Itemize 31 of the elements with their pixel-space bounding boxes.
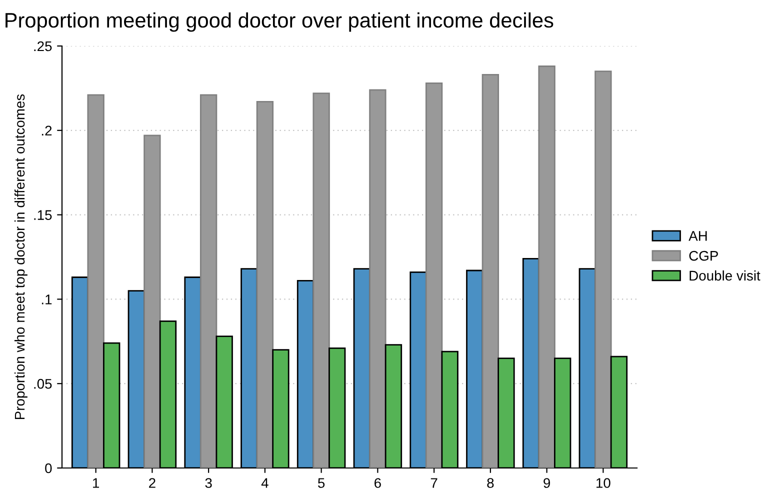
bar bbox=[200, 94, 218, 468]
legend-label: AH bbox=[688, 231, 707, 241]
x-tick-label: 8 bbox=[487, 478, 494, 488]
y-tick-label: .05 bbox=[34, 378, 52, 389]
x-tick-label: 3 bbox=[205, 478, 212, 488]
y-tick-label: .25 bbox=[34, 41, 52, 52]
y-tick-label: .15 bbox=[34, 210, 52, 220]
bar bbox=[87, 94, 104, 468]
y-axis-title: Proportion who meet top doctor in different outcomes bbox=[14, 94, 28, 420]
x-tick-label: 10 bbox=[596, 478, 610, 488]
bar bbox=[425, 82, 443, 468]
bar bbox=[538, 66, 556, 468]
x-tick-label: 6 bbox=[374, 478, 381, 488]
x-tick-label: 2 bbox=[149, 478, 156, 488]
x-tick-label: 7 bbox=[430, 478, 438, 488]
y-tick-label: 0 bbox=[45, 463, 52, 474]
bar bbox=[482, 74, 500, 468]
x-tick-label: 1 bbox=[93, 478, 100, 488]
y-tick-label: .1 bbox=[42, 294, 52, 304]
bar bbox=[312, 92, 330, 468]
x-tick-label: 9 bbox=[544, 478, 550, 488]
chart-title: Proportion meeting good doctor over patient income deciles bbox=[6, 12, 554, 32]
x-tick-label: 5 bbox=[318, 478, 325, 488]
bar bbox=[144, 134, 161, 468]
bar bbox=[256, 101, 274, 468]
legend-label: CGP bbox=[689, 250, 718, 261]
bar bbox=[369, 89, 386, 468]
bar bbox=[594, 70, 612, 468]
y-tick-label: .2 bbox=[42, 126, 52, 136]
legend-label: Double visit bbox=[690, 270, 760, 281]
x-tick-label: 4 bbox=[261, 478, 268, 488]
